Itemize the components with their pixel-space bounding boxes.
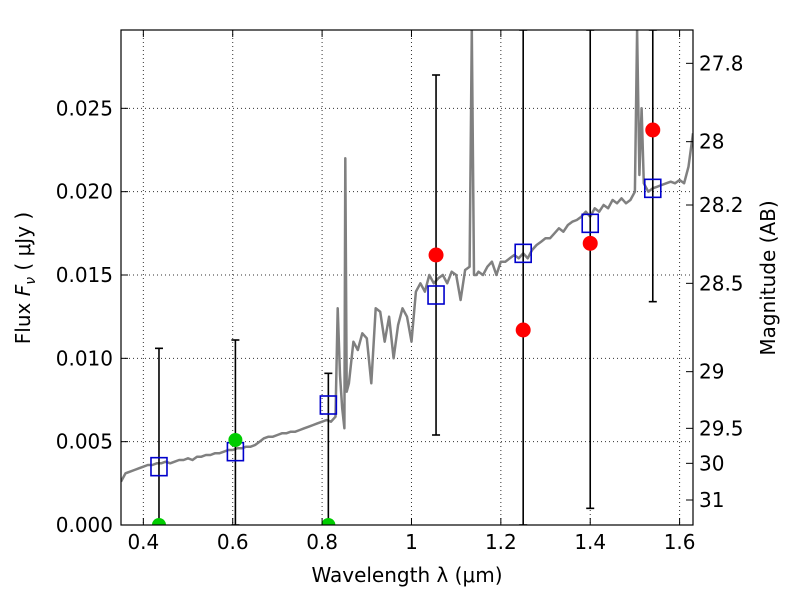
right-tick-label: 30	[699, 451, 724, 475]
observed-point	[645, 122, 661, 138]
x-tick-label: 0.8	[306, 530, 338, 554]
y-axis-title-subscript: ν	[23, 277, 39, 285]
y-axis-title-right: Magnitude (AB)	[756, 200, 780, 355]
y-tick-label: 0.005	[56, 430, 113, 454]
y-tick-label: 0.000	[56, 513, 113, 537]
axis-ticks: 0.4 0.6 0.8 1 1.2 1.4 1.6 0.000 0.005 0.010 0.015 0…	[56, 30, 744, 554]
y-tick-label: 0.020	[56, 180, 113, 204]
model-photometry-point	[643, 178, 662, 199]
y-axis-title-prefix: Flux	[11, 296, 35, 344]
y-axis-title-unit: ( μJy )	[11, 212, 35, 277]
x-tick-label: 1.6	[664, 530, 696, 554]
y-axis-title-left: Flux Fν ( μJy )	[11, 212, 39, 344]
x-tick-label: 1.4	[574, 530, 606, 554]
y-tick-label: 0.015	[56, 263, 113, 287]
y-tick-label: 0.010	[56, 346, 113, 370]
x-tick-label: 0.6	[217, 530, 249, 554]
model-photometry-point	[319, 395, 338, 415]
model-photometry-point	[514, 243, 532, 264]
model-photometry-point	[427, 285, 445, 305]
model-photometry-point	[581, 213, 600, 234]
plot-frame	[120, 29, 694, 526]
low-snr-point	[228, 433, 243, 447]
right-tick-label: 29.5	[699, 416, 744, 440]
x-tick-label: 1	[405, 530, 418, 554]
x-tick-label: 1.2	[485, 530, 517, 554]
right-tick-label: 28	[699, 130, 724, 154]
right-tick-label: 28.2	[699, 193, 744, 217]
right-tick-label: 31	[699, 488, 724, 512]
right-tick-label: 28.5	[699, 271, 744, 295]
low-snr-point	[321, 518, 336, 525]
right-tick-label: 29	[699, 360, 724, 384]
x-tick-label: 0.4	[127, 530, 159, 554]
grid	[121, 30, 693, 526]
observed-point	[515, 322, 531, 338]
observed-point	[582, 235, 598, 251]
right-tick-label: 27.8	[699, 51, 744, 75]
plot-area	[121, 30, 693, 525]
sed-model-line	[121, 30, 693, 483]
observed-point	[428, 247, 444, 263]
model-photometry-point	[150, 456, 168, 477]
y-axis-title-symbol: F	[11, 284, 35, 296]
x-axis-title: Wavelength λ (μm)	[311, 563, 502, 587]
low-snr-point	[151, 518, 166, 525]
y-tick-label: 0.025	[56, 96, 113, 120]
